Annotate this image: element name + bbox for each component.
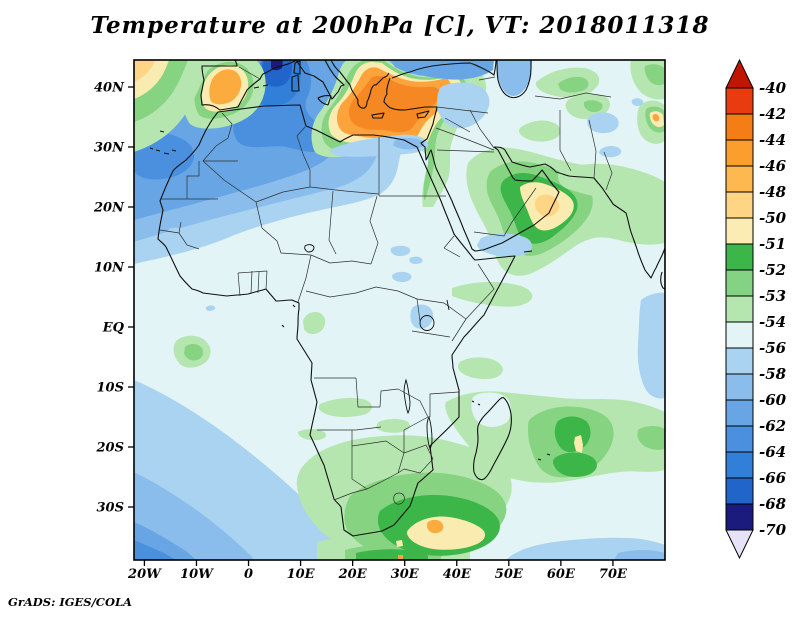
colorbar-label: -56 xyxy=(759,339,787,357)
colorbar-segment xyxy=(725,451,754,479)
colorbar-arrow-bottom xyxy=(725,529,754,560)
colorbar-segment xyxy=(725,165,754,193)
colorbar-label: -50 xyxy=(759,209,787,227)
x-tick-label: 20W xyxy=(127,567,162,582)
grads-credit: GrADS: IGES/COLA xyxy=(8,595,132,609)
colorbar-segment xyxy=(725,113,754,141)
colorbar-segment xyxy=(725,373,754,401)
colorbar-label: -48 xyxy=(759,183,787,201)
y-tick-label: EQ xyxy=(102,321,125,336)
colorbar-segment xyxy=(725,295,754,323)
colorbar-segment xyxy=(725,399,754,427)
y-tick-label: 40N xyxy=(94,81,125,96)
colorbar-label: -68 xyxy=(759,495,787,513)
axis-ticks: 20W 10W 0 10E 20E 30E 40E 50E 60E 70E 40N 30N 20N 10N… xyxy=(93,81,628,583)
y-tick-label: 30N xyxy=(94,141,125,156)
coastlines-layer xyxy=(149,60,665,537)
colorbar-segment xyxy=(725,347,754,375)
colorbar-segment xyxy=(725,477,754,505)
y-tick-label: 10N xyxy=(94,261,125,276)
y-tick-label: 30S xyxy=(97,501,124,516)
colorbar-segment xyxy=(725,217,754,245)
x-tick-label: 50E xyxy=(495,567,524,582)
colorbar-label: -70 xyxy=(759,521,787,539)
colorbar-segment xyxy=(725,269,754,297)
colorbar-label: -44 xyxy=(759,131,786,149)
colorbar-segment xyxy=(725,191,754,219)
x-tick-label: 40E xyxy=(443,567,472,582)
colorbar-label: -52 xyxy=(759,261,786,279)
colorbar-label: -51 xyxy=(759,235,786,253)
colorbar-label: -53 xyxy=(759,287,786,305)
x-tick-label: 20E xyxy=(338,567,368,582)
colorbar-label: -42 xyxy=(759,105,786,123)
colorbar-segment xyxy=(725,503,754,531)
colorbar-label: -60 xyxy=(759,391,787,409)
colorbar: -40 -42 -44 -46 -48 -50 -51 -52 -53 -54 -56 -58 -60 -… xyxy=(725,58,787,560)
x-tick-label: 30E xyxy=(391,567,420,582)
y-tick-label: 20N xyxy=(93,201,125,216)
colorbar-label: -46 xyxy=(759,157,787,175)
colorbar-segment xyxy=(725,87,754,115)
country-borders-layer xyxy=(159,62,613,505)
y-tick-label: 10S xyxy=(97,381,124,396)
colorbar-arrow-top xyxy=(725,58,754,89)
colorbar-label: -54 xyxy=(759,313,786,331)
colorbar-label: -62 xyxy=(759,417,786,435)
x-tick-label: 0 xyxy=(244,567,253,582)
x-tick-label: 70E xyxy=(599,567,628,582)
colorbar-segment xyxy=(725,243,754,271)
contour-field-layer xyxy=(134,60,665,560)
chart-title: Temperature at 200hPa [C], VT: 201801131… xyxy=(90,12,710,39)
x-tick-label: 60E xyxy=(547,567,576,582)
colorbar-label: -58 xyxy=(759,365,787,383)
map-frame xyxy=(133,59,666,561)
colorbar-label: -66 xyxy=(759,469,787,487)
x-tick-label: 10W xyxy=(180,567,214,582)
colorbar-segment xyxy=(725,139,754,167)
colorbar-segment xyxy=(725,425,754,453)
colorbar-label: -64 xyxy=(759,443,786,461)
x-tick-label: 10E xyxy=(287,567,316,582)
y-tick-label: 20S xyxy=(96,441,124,456)
colorbar-label: -40 xyxy=(759,79,787,97)
colorbar-segment xyxy=(725,321,754,349)
